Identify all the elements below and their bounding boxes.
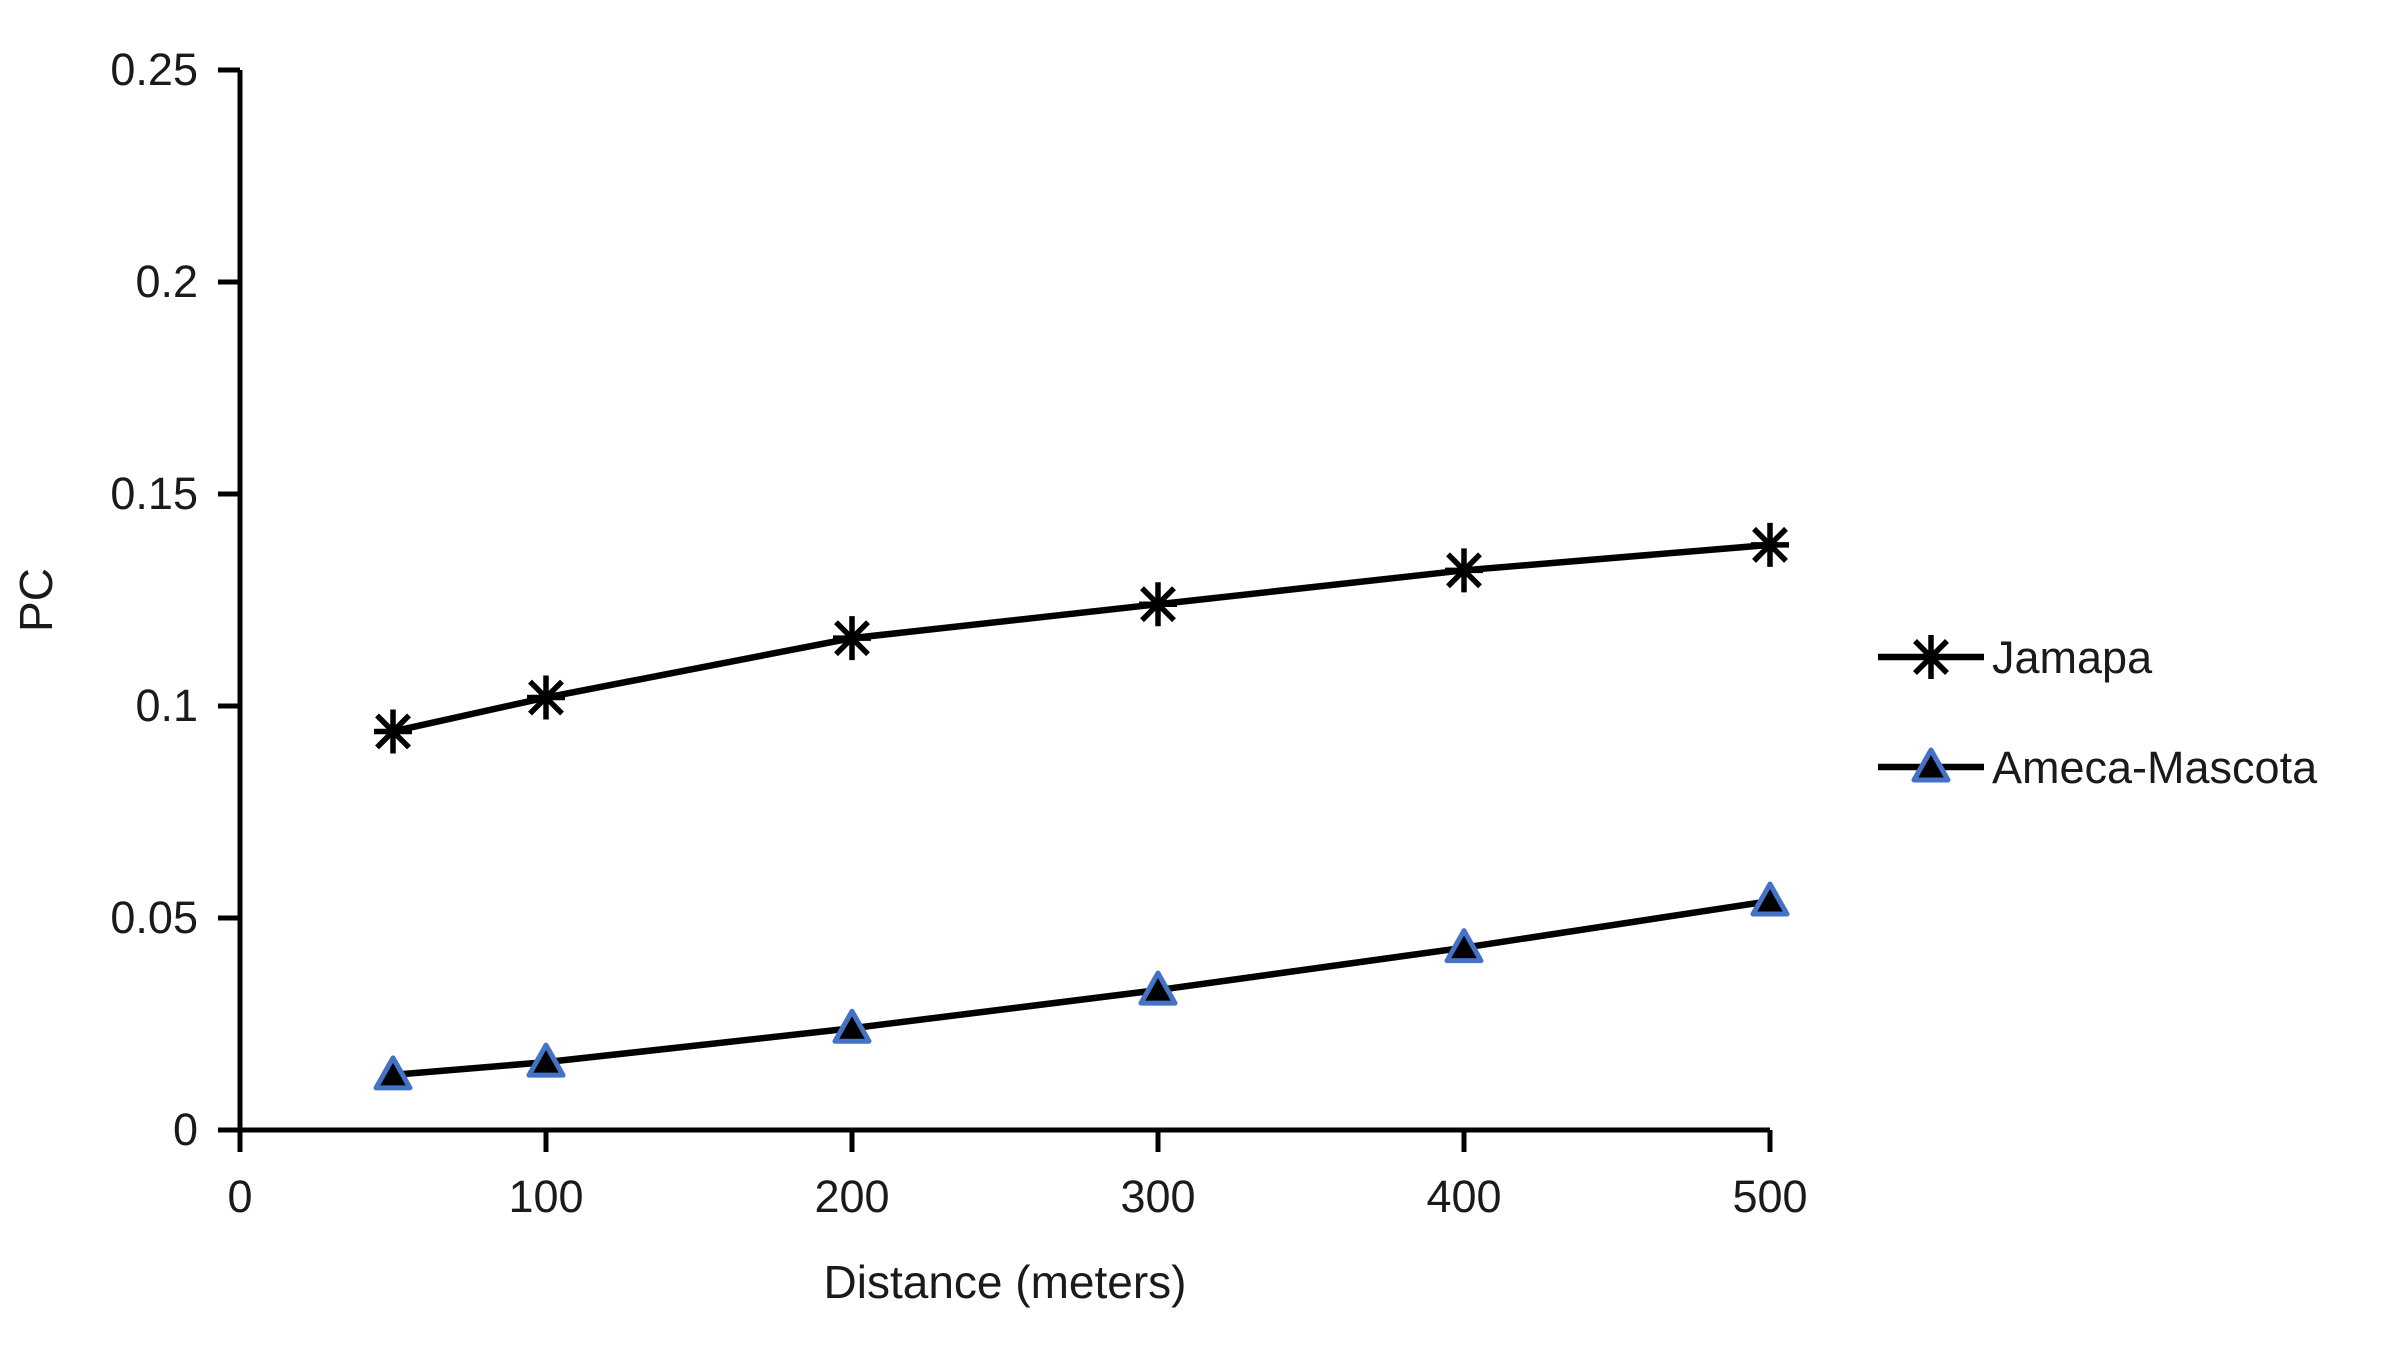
triangle-marker (526, 1042, 566, 1078)
series-jamapa (374, 522, 1789, 754)
x-tick-label: 0 (227, 1171, 252, 1222)
asterisk-marker (1445, 548, 1483, 593)
triangle-marker (1138, 970, 1178, 1006)
triangle-marker (1750, 881, 1790, 917)
x-tick-label: 300 (1120, 1171, 1195, 1222)
legend-label: Ameca-Mascota (1992, 742, 2318, 793)
y-tick-label: 0.25 (110, 44, 198, 95)
legend-label: Jamapa (1992, 632, 2153, 683)
series-line (392, 541, 1771, 735)
legend-item-jamapa: Jamapa (1878, 632, 2153, 683)
asterisk-marker (1912, 635, 1950, 679)
x-tick-label: 400 (1426, 1171, 1501, 1222)
asterisk-marker (833, 616, 871, 661)
series-ameca-mascota (373, 881, 1790, 1091)
triangle-marker (373, 1055, 413, 1091)
series-line (392, 897, 1771, 1079)
y-tick-label: 0 (173, 1104, 198, 1155)
legend-item-ameca-mascota: Ameca-Mascota (1878, 742, 2318, 793)
x-tick-label: 500 (1732, 1171, 1807, 1222)
axes: 0 0.05 0.1 0.15 0.2 0.25 0 100 200 300 400 500 (110, 44, 1807, 1222)
triangle-marker (1911, 747, 1951, 783)
triangle-marker (832, 1008, 872, 1044)
y-tick-label: 0.05 (110, 892, 198, 943)
series (373, 522, 1790, 1091)
asterisk-marker (374, 709, 412, 754)
x-axis-title: Distance (meters) (824, 1256, 1187, 1308)
asterisk-marker (527, 675, 565, 720)
triangle-marker (1444, 928, 1484, 964)
asterisk-marker (1139, 582, 1177, 627)
legend: Jamapa Ameca-Mascota (1878, 632, 2318, 793)
x-tick-label: 100 (508, 1171, 583, 1222)
y-tick-label: 0.15 (110, 468, 198, 519)
y-axis-title: PC (10, 568, 62, 632)
x-tick-label: 200 (814, 1171, 889, 1222)
y-tick-label: 0.1 (135, 680, 198, 731)
asterisk-marker (1751, 522, 1789, 567)
y-tick-label: 0.2 (135, 256, 198, 307)
